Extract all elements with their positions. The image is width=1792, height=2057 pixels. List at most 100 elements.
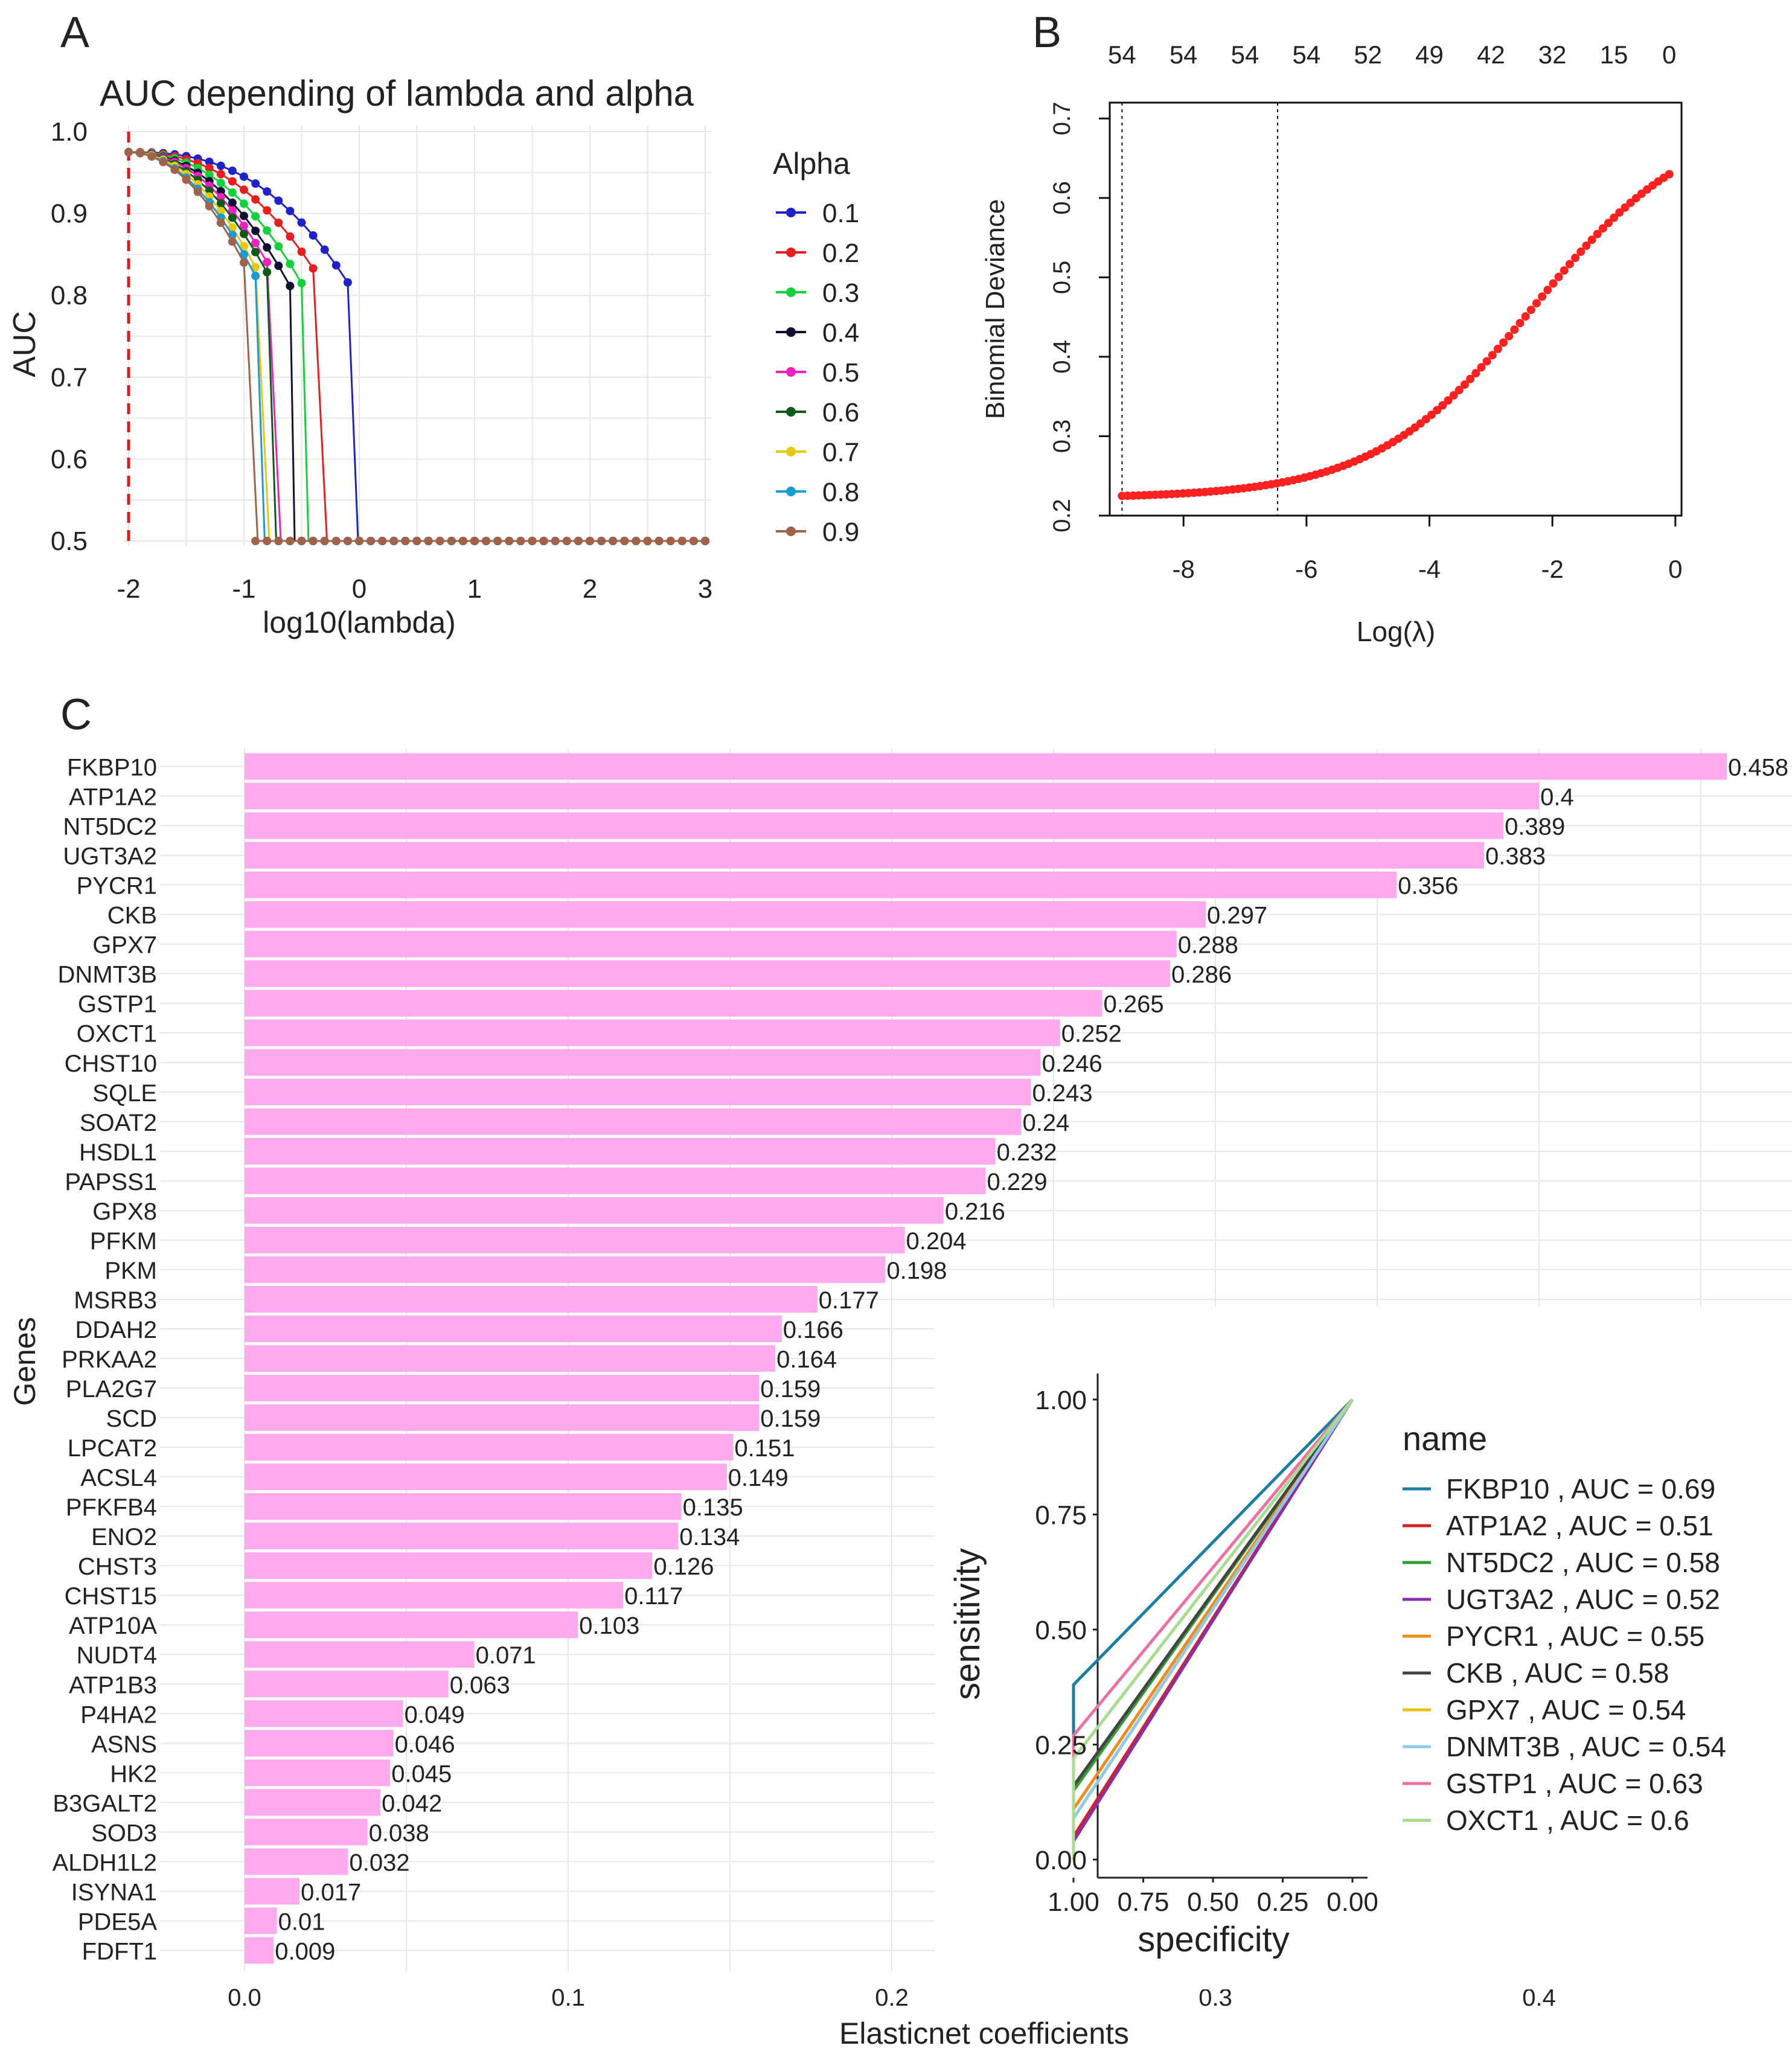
inset-roc-curves (1072, 1398, 1354, 1860)
panel-c-value-label: 0.24 (1022, 1110, 1069, 1136)
panel-c-gene-label: SOD3 (91, 1820, 157, 1846)
panel-a-series-point (251, 248, 260, 257)
inset-legend-label: CKB , AUC = 0.58 (1446, 1657, 1669, 1689)
panel-c-value-label: 0.166 (783, 1317, 843, 1343)
panel-a-series-point (389, 537, 398, 545)
panel-c-bar (245, 1819, 368, 1846)
panel-b-point (1433, 406, 1442, 415)
panel-c-bar (245, 901, 1206, 928)
panel-b-points (1118, 170, 1674, 501)
panel-b-top-label: 0 (1662, 40, 1676, 69)
panel-c-gene-label: PFKFB4 (66, 1494, 157, 1521)
panel-b-x-label: Log(λ) (1357, 616, 1435, 647)
panel-b-point (1554, 272, 1563, 281)
panel-c-value-label: 0.288 (1178, 932, 1238, 959)
inset-legend-label: UGT3A2 , AUC = 0.52 (1446, 1584, 1720, 1615)
panel-c-value-label: 0.383 (1485, 843, 1546, 870)
panel-c: C 0.458 0.4 0.389 0.383 0.356 0.297 0.288 0.286… (8, 691, 1792, 2050)
panel-c-value-label: 0.017 (301, 1879, 361, 1905)
panel-a-series-point (147, 152, 156, 161)
panel-a-series-point (274, 261, 283, 270)
panel-a-legend: 0.1 0.2 0.3 0.4 0.5 0.6 0.7 0.8 0.9 (776, 199, 859, 547)
panel-a-series-point (320, 245, 329, 254)
panel-a-series-point (205, 187, 214, 196)
panel-a-series-point (309, 231, 318, 240)
panel-a-letter: A (60, 8, 89, 57)
panel-c-gene-label: ATP1A2 (69, 784, 157, 811)
panel-c-value-labels: 0.458 0.4 0.389 0.383 0.356 0.297 0.288 0.286 0.… (275, 755, 1788, 1965)
panel-c-value-label: 0.117 (624, 1583, 683, 1610)
panel-a-series-point (632, 537, 641, 545)
panel-c-value-label: 0.049 (405, 1701, 465, 1728)
panel-b-point (1565, 260, 1574, 269)
panel-a-series-point (251, 263, 260, 272)
inset-legend-label: DNMT3B , AUC = 0.54 (1446, 1731, 1726, 1762)
panel-a-series-point (286, 232, 295, 241)
panel-b-point (1571, 254, 1580, 263)
panel-b-point (1444, 396, 1453, 405)
panel-c-bar (245, 842, 1484, 869)
inset-y-tick: 0.50 (1035, 1616, 1087, 1645)
panel-a-series-point (447, 537, 456, 545)
panel-a-legend-label: 0.6 (822, 398, 859, 427)
panel-a-series-point (689, 537, 698, 545)
panel-c-value-label: 0.071 (476, 1642, 536, 1669)
panel-a-series-point (458, 537, 467, 545)
inset-legend-label: FKBP10 , AUC = 0.69 (1446, 1473, 1715, 1505)
panel-b-x-ticks: -8 -6 -4 -2 0 (1173, 516, 1682, 583)
panel-a-series-point (320, 537, 329, 545)
panel-a-series-point (343, 278, 352, 287)
panel-c-gene-label: MSRB3 (74, 1287, 157, 1314)
panel-a-series-point (677, 537, 686, 545)
panel-a-series-point (482, 537, 491, 545)
panel-a-series-point (331, 261, 341, 270)
panel-a-series-point (136, 149, 145, 158)
inset-roc: 0.000.250.500.751.00 1.00 0.75 0.50 0.25 0.0… (935, 1307, 1792, 1989)
panel-c-bars (245, 753, 1727, 1964)
panel-b-plot-frame (1109, 101, 1683, 517)
panel-a-legend-label: 0.2 (822, 238, 859, 268)
panel-a-legend-label: 0.8 (822, 478, 859, 507)
panel-c-bar (245, 1730, 394, 1757)
panel-a-series-point (309, 264, 318, 273)
panel-c-bar (245, 990, 1102, 1017)
panel-a-series-point (205, 157, 214, 166)
panel-a-x-tick: 3 (698, 574, 712, 604)
panel-c-value-label: 0.103 (579, 1613, 639, 1639)
panel-a-series-point (378, 537, 387, 545)
panel-a-series-point (240, 250, 248, 259)
panel-c-gene-label: ATP1B3 (69, 1672, 157, 1698)
panel-c-value-label: 0.265 (1103, 991, 1163, 1018)
panel-c-gene-label: PDE5A (78, 1908, 157, 1935)
panel-c-bar (245, 1611, 578, 1639)
panel-c-value-label: 0.216 (945, 1198, 1005, 1225)
panel-b-point (1460, 380, 1469, 389)
panel-c-letter: C (60, 691, 92, 739)
panel-c-bar (245, 1197, 944, 1224)
panel-c-y-label: Genes (8, 1317, 42, 1406)
panel-a-series-point (240, 229, 248, 238)
panel-c-gene-label: ASNS (91, 1731, 157, 1758)
panel-c-bar (245, 871, 1397, 898)
panel-b-point (1471, 369, 1480, 378)
panel-a-legend-title: Alpha (773, 147, 850, 181)
panel-c-value-label: 0.159 (760, 1406, 821, 1432)
panel-b-y-tick: 0.6 (1049, 181, 1075, 215)
panel-a-series-point (666, 537, 675, 545)
panel-c-bar (245, 1404, 760, 1432)
panel-c-value-label: 0.204 (906, 1228, 966, 1255)
panel-a-legend-label: 0.1 (822, 199, 859, 228)
panel-c-x-label: Elasticnet coefficients (839, 2017, 1129, 2050)
panel-a-series-point (701, 537, 709, 545)
panel-c-bar (245, 1582, 624, 1609)
panel-b-y-tick: 0.5 (1049, 261, 1075, 295)
panel-a-series-point (424, 537, 433, 545)
panel-b-point (1493, 344, 1502, 353)
panel-c-bar (245, 1464, 727, 1491)
panel-a-series-point (586, 537, 594, 545)
panel-a-series-point (193, 187, 202, 196)
panel-c-gene-label: GPX7 (92, 932, 157, 959)
panel-c-bar (245, 812, 1504, 839)
panel-c-gene-label: OXCT1 (77, 1021, 157, 1048)
panel-c-bar (245, 1167, 986, 1194)
